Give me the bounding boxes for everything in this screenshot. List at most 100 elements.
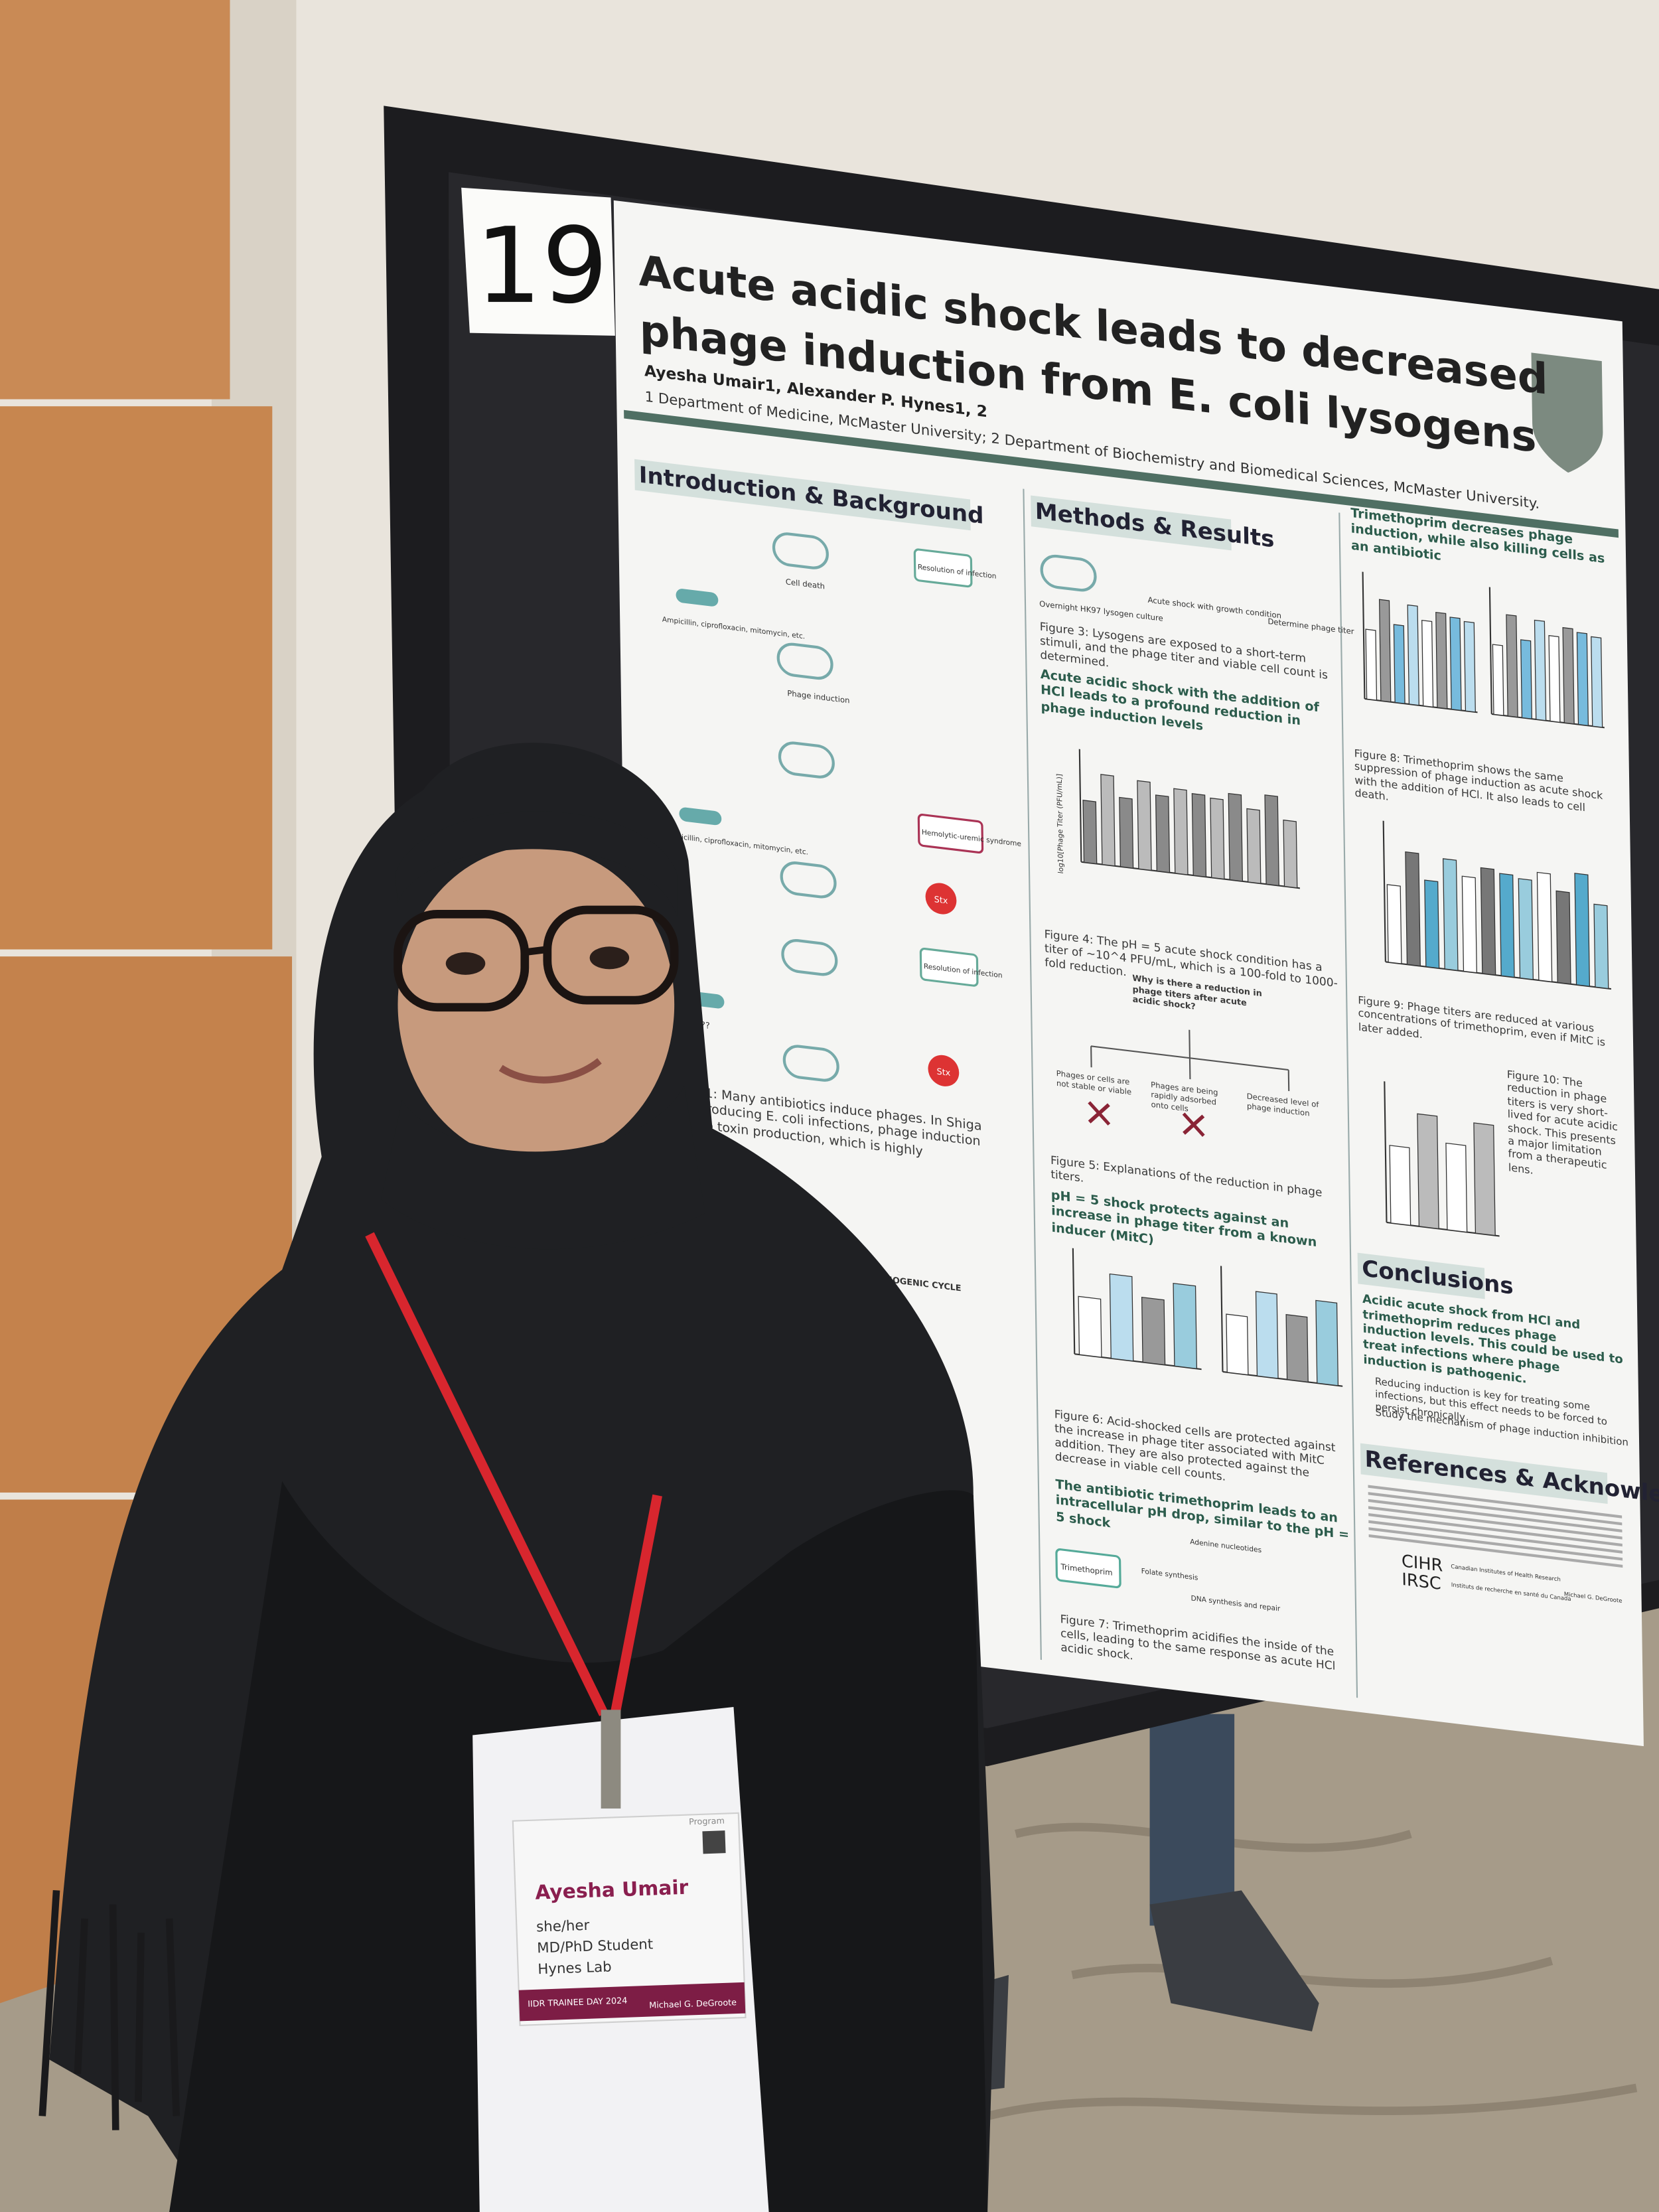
cell-icon xyxy=(781,938,838,976)
funder-logo: CIHR xyxy=(1402,1551,1443,1576)
reference-line xyxy=(1368,1513,1623,1547)
badge-name: Ayesha Umair xyxy=(535,1876,689,1905)
chart-bar-shape xyxy=(1480,867,1496,976)
header-band xyxy=(624,409,1619,538)
chart-bar-shape xyxy=(1407,604,1419,706)
chart-bar-shape xyxy=(1228,792,1244,882)
pill-icon xyxy=(676,589,719,607)
chart-bar-shape xyxy=(1461,875,1477,974)
toxin-icon xyxy=(925,883,957,915)
diagram-label: Cell death xyxy=(786,577,825,591)
section-heading-bg xyxy=(634,459,971,531)
section-heading-bg xyxy=(1357,1252,1485,1299)
chart-bar-shape xyxy=(1536,871,1553,983)
hijab-brow xyxy=(395,811,678,917)
eye xyxy=(445,952,486,975)
chart-bar-shape xyxy=(1078,1295,1102,1358)
chart-bar-shape xyxy=(1109,1273,1134,1362)
chart-bar-shape xyxy=(1593,903,1609,990)
glasses-lens xyxy=(543,905,679,1005)
chart-bar-shape xyxy=(1393,624,1406,704)
crest xyxy=(1531,352,1603,473)
tree-connector xyxy=(1090,1029,1290,1092)
chart-bar-shape xyxy=(1173,1282,1198,1369)
chart-bar-shape xyxy=(1520,639,1533,719)
badge-sponsor: Michael G. DeGroote xyxy=(649,1998,737,2011)
wood-panel xyxy=(0,0,230,400)
badge-tag: Program xyxy=(689,1816,725,1828)
chart-bar-shape xyxy=(1285,1314,1309,1383)
poster-text-block: Figure 10: The reduction in phage titers… xyxy=(1506,1068,1619,1177)
chart-bar-shape xyxy=(1378,599,1392,703)
chart-bar-shape xyxy=(1315,1299,1339,1386)
chart-axis xyxy=(1081,861,1300,889)
chart-axis xyxy=(1488,587,1492,715)
cell-icon xyxy=(1040,554,1097,592)
chart-bar-shape xyxy=(1555,890,1571,985)
cell-icon xyxy=(780,861,837,899)
name-badge: Program Ayesha Umair she/her MD/PhD Stud… xyxy=(512,1812,747,2026)
chart-bar-shape xyxy=(1463,621,1476,713)
chart-bar-shape xyxy=(1141,1296,1166,1366)
hijab-chin xyxy=(380,1086,705,1250)
reference-line xyxy=(1368,1527,1623,1561)
chart-bar-shape xyxy=(1534,619,1547,721)
chart-bar-shape xyxy=(1442,858,1459,972)
diagram-label: Stx xyxy=(936,1067,950,1078)
background-legs xyxy=(1149,1714,1235,1926)
chart-bar-shape xyxy=(1226,1313,1249,1376)
chart-bar-shape xyxy=(1591,636,1603,728)
caption: Figure 10: The reduction in phage titers… xyxy=(1506,1068,1619,1177)
glasses-lens xyxy=(394,910,530,1012)
eye xyxy=(589,946,630,970)
cross-icon xyxy=(1088,1101,1205,1137)
diagram-box xyxy=(1055,1548,1121,1589)
chart-bar-shape xyxy=(1506,614,1518,718)
chart-bar-shape xyxy=(1499,873,1515,978)
chart-bar-shape xyxy=(1518,878,1534,980)
chart-axis xyxy=(1362,571,1366,700)
chart-axis xyxy=(1385,961,1612,990)
reference-line xyxy=(1368,1506,1623,1540)
wood-panel xyxy=(0,406,273,950)
section-heading-bg xyxy=(1360,1443,1608,1505)
badge-pronouns: she/her xyxy=(536,1917,590,1936)
chart-bar-shape xyxy=(1283,819,1298,889)
chart-bar-shape xyxy=(1417,1113,1439,1230)
cell-icon xyxy=(782,1045,839,1082)
chart-axis xyxy=(1072,1248,1076,1355)
badge-lab: Hynes Lab xyxy=(538,1958,612,1978)
glasses-bridge xyxy=(524,946,548,956)
reference-line xyxy=(1368,1534,1623,1568)
chart-axis xyxy=(1384,1081,1388,1223)
reference-line xyxy=(1368,1520,1623,1554)
chart-bar-shape xyxy=(1435,611,1448,709)
chart-bar-shape xyxy=(1449,617,1462,711)
chart-axis xyxy=(1382,820,1386,962)
diagram-box xyxy=(919,947,979,987)
chart-bar-shape xyxy=(1389,1145,1411,1226)
chart-axis xyxy=(1220,1266,1224,1372)
chart-bar-shape xyxy=(1574,873,1591,987)
chart-bar-shape xyxy=(1548,634,1561,723)
cell-icon xyxy=(772,532,829,569)
column-divider xyxy=(1023,488,1042,1660)
chart-bar-shape xyxy=(1405,851,1421,967)
lanyard xyxy=(365,1232,662,1716)
column-divider xyxy=(1338,512,1358,1698)
badge-card xyxy=(512,1812,747,2026)
chart-bar-shape xyxy=(1445,1142,1468,1233)
diagram-label: Stx xyxy=(934,895,948,906)
number-card xyxy=(461,187,615,336)
chart-bar-shape xyxy=(1137,780,1152,871)
cell-icon xyxy=(776,642,833,680)
pill-icon xyxy=(679,807,722,826)
badge-event: IIDR TRAINEE DAY 2024 xyxy=(528,1996,628,2010)
scarf-fringe xyxy=(38,1890,180,2130)
section-heading-bg xyxy=(1031,495,1232,551)
toxin-icon xyxy=(928,1055,960,1086)
background-shoe xyxy=(1149,1890,1319,2031)
chart-bar-shape xyxy=(1173,788,1189,875)
